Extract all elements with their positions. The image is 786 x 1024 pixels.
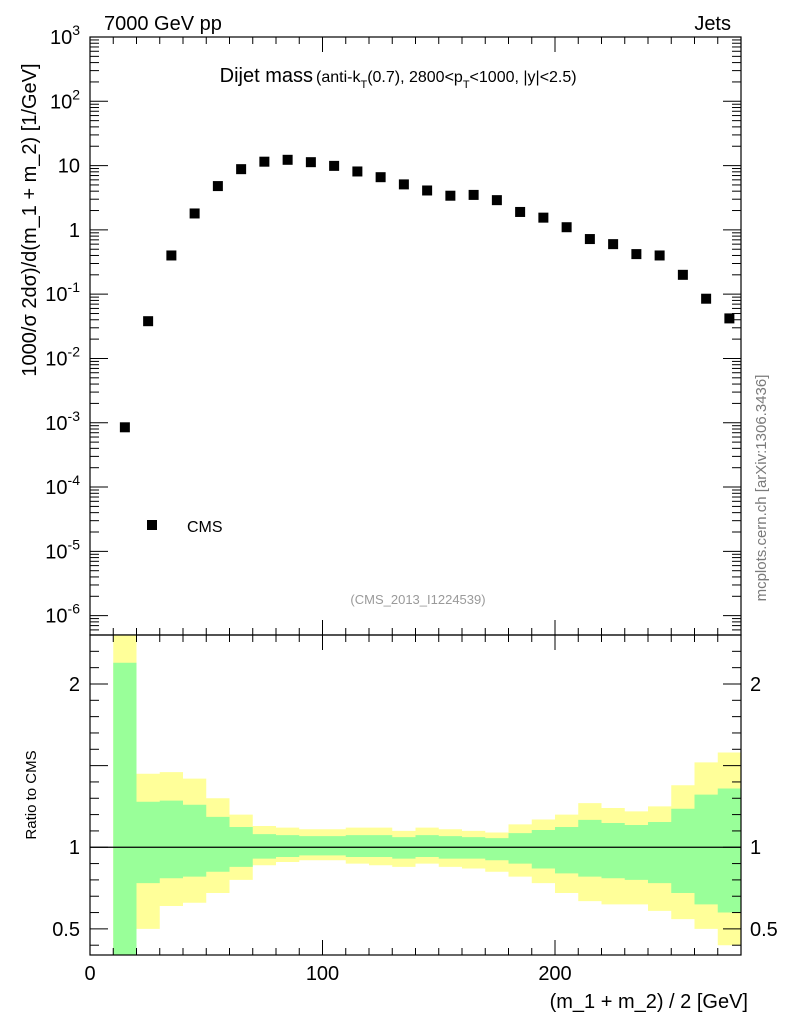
main-plot-panel: 10-6 10-5 10-4 10-3 10-2 10-1 1 10 102 103 Dijet … — [19, 22, 742, 636]
legend-label-cms: CMS — [187, 519, 223, 536]
data-point-cms — [259, 156, 270, 167]
ratio-frame — [89, 634, 742, 956]
data-point-cms — [468, 189, 479, 200]
data-point-cms — [189, 208, 200, 219]
ratio-y-tick-label: 2 — [69, 674, 80, 696]
data-point-cms — [538, 212, 549, 223]
ratio-y-tick-label: 1 — [69, 837, 80, 859]
data-point-cms — [398, 179, 409, 190]
main-y-tick-label: 102 — [50, 86, 80, 113]
x-tick-label: 0 — [84, 963, 95, 985]
data-point-cms — [445, 190, 456, 201]
data-point-cms — [608, 239, 619, 250]
main-y-tick-label: 10-1 — [45, 279, 80, 306]
data-point-cms — [305, 157, 316, 168]
data-point-cms — [143, 316, 154, 327]
ratio-band-outer — [113, 635, 741, 955]
main-y-tick-label: 10-2 — [45, 343, 80, 370]
data-point-cms — [515, 206, 526, 217]
data-point-cms — [282, 154, 293, 165]
data-point-cms — [491, 195, 502, 206]
ratio-plot-panel: 0 100 200 0.5 0.5 1 1 2 2 Ratio to CMS (m_1 + m_… — [23, 634, 778, 1013]
main-y-tick-label: 10-6 — [45, 601, 80, 628]
ratio-band-layer — [90, 635, 741, 955]
data-point-cms — [119, 422, 130, 433]
data-point-cms — [166, 250, 177, 261]
data-point-cms — [677, 269, 688, 280]
main-y-axis-label: 1000/σ 2dσ)/d(m_1 + m_2) [1/GeV] — [19, 63, 41, 376]
main-y-tick-label: 10-3 — [45, 408, 80, 435]
data-point-cms — [724, 313, 735, 324]
legend-marker-cms — [147, 520, 157, 530]
x-axis-label: (m_1 + m_2) / 2 [GeV] — [550, 991, 748, 1013]
ratio-y-tick-label-right: 0.5 — [750, 919, 778, 941]
data-point-cms — [422, 185, 433, 196]
ratio-y-tick-label-right: 2 — [750, 674, 761, 696]
plot-title: Dijet mass — [220, 65, 313, 87]
ratio-y-tick-label-right: 1 — [750, 837, 761, 859]
analysis-watermark: (CMS_2013_I1224539) — [350, 592, 485, 607]
ratio-y-tick-label: 0.5 — [52, 919, 80, 941]
main-y-tick-label: 10 — [58, 156, 80, 178]
x-tick-label: 200 — [538, 963, 571, 985]
main-data-layer — [119, 154, 735, 433]
data-point-cms — [375, 172, 386, 183]
data-point-cms — [352, 166, 363, 177]
data-point-cms — [654, 250, 665, 261]
main-y-tick-label: 103 — [50, 22, 80, 49]
data-point-cms — [212, 181, 223, 192]
main-y-tick-label: 1 — [69, 220, 80, 242]
source-label: mcplots.cern.ch [arXiv:1306.3436] — [753, 375, 770, 602]
x-tick-label: 100 — [306, 963, 339, 985]
data-point-cms — [584, 234, 595, 245]
plot-title-detail: (anti-kT(0.7), 2800<pT<1000, |y|<2.5) — [316, 69, 577, 91]
main-y-tick-label: 10-5 — [45, 536, 80, 563]
data-point-cms — [701, 293, 712, 304]
ratio-axes-layer: 0 100 200 0.5 0.5 1 1 2 2 — [52, 634, 778, 985]
ratio-y-axis-label: Ratio to CMS — [23, 750, 40, 839]
main-frame — [89, 36, 742, 636]
energy-label: 7000 GeV pp — [104, 13, 222, 35]
data-point-cms — [329, 160, 340, 171]
data-point-cms — [631, 249, 642, 260]
data-point-cms — [561, 222, 572, 233]
process-label: Jets — [694, 13, 731, 35]
main-axes-layer: 10-6 10-5 10-4 10-3 10-2 10-1 1 10 102 103 — [45, 22, 742, 636]
data-point-cms — [236, 164, 247, 175]
main-y-tick-label: 10-4 — [45, 472, 80, 499]
